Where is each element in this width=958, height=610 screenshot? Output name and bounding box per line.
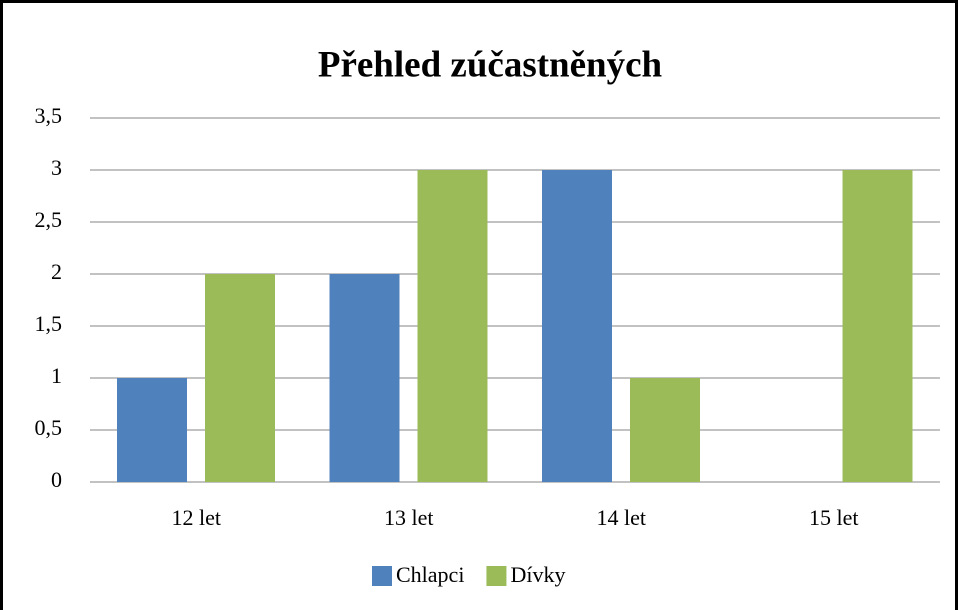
y-tick-label: 2,5	[35, 207, 63, 232]
bar	[329, 274, 400, 482]
bar	[117, 378, 187, 482]
y-tick-label: 1,5	[35, 311, 63, 336]
y-tick-label: 1	[51, 363, 62, 388]
x-tick-label: 12 let	[172, 505, 222, 530]
legend-swatch	[486, 566, 507, 586]
y-tick-label: 3	[51, 155, 62, 180]
y-tick-label: 0	[51, 467, 62, 492]
bar	[205, 274, 275, 482]
legend-label: Chlapci	[396, 562, 464, 587]
y-tick-label: 0,5	[35, 415, 63, 440]
chart-title: Přehled zúčastněných	[318, 44, 663, 85]
bar	[630, 378, 700, 482]
x-tick-label: 15 let	[809, 505, 859, 530]
legend-label: Dívky	[510, 562, 565, 587]
bar	[417, 170, 488, 482]
bar	[542, 170, 612, 482]
x-tick-label: 13 let	[384, 505, 434, 530]
y-tick-label: 3,5	[35, 103, 63, 128]
bar	[842, 170, 913, 482]
y-tick-label: 2	[51, 259, 62, 284]
x-tick-label: 14 let	[597, 505, 647, 530]
legend-swatch	[372, 566, 392, 586]
